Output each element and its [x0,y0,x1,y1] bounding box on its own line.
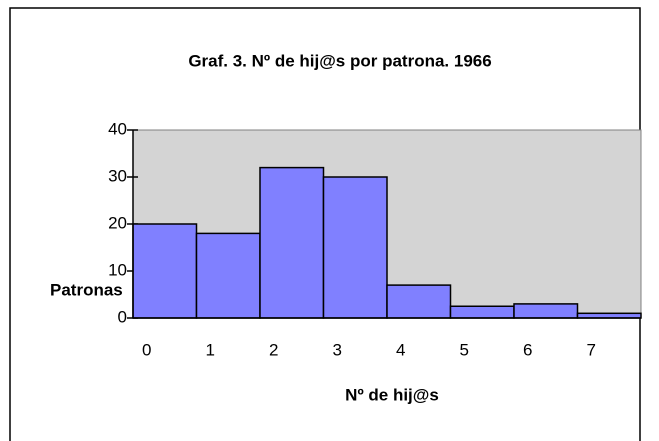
y-tick-label: 0 [118,307,127,326]
bar [195,232,261,319]
bar [322,176,388,319]
bar [386,284,452,319]
y-tick-label: 10 [108,260,127,279]
chart-title: Graf. 3. Nº de hij@s por patrona. 1966 [188,51,491,70]
x-tick-label: 0 [142,340,151,359]
x-axis-title: Nº de hij@s [345,385,439,404]
x-tick-label: 2 [269,340,278,359]
y-axis-title: Patronas [50,280,123,299]
x-tick-label: 6 [523,340,532,359]
x-tick-label: 5 [460,340,469,359]
y-tick-label: 40 [108,119,127,138]
bar [449,305,515,319]
plot-area: 0 10 20 30 40 0 1 2 3 4 5 6 7 [108,119,642,359]
y-tick-label: 20 [108,213,127,232]
y-tick-label: 30 [108,166,127,185]
bar [259,166,325,319]
x-tick-label: 1 [206,340,215,359]
x-tick-label: 4 [396,340,405,359]
bar [513,303,579,319]
x-tick-label: 7 [587,340,596,359]
x-tick-label: 3 [333,340,342,359]
bar [132,223,198,319]
